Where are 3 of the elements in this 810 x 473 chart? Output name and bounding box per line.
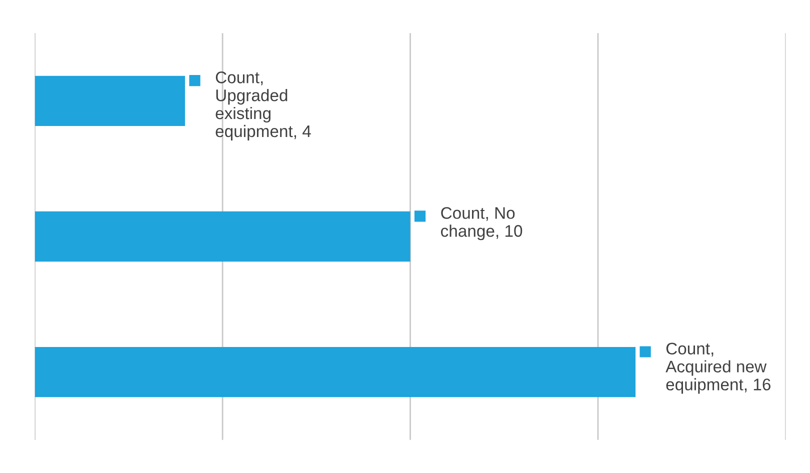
data-label: Count, No change, 10: [441, 207, 522, 240]
data-label: Count, Upgraded existing equipment, 4: [216, 72, 311, 140]
data-label: Count, Acquired new equipment, 16: [666, 342, 770, 394]
